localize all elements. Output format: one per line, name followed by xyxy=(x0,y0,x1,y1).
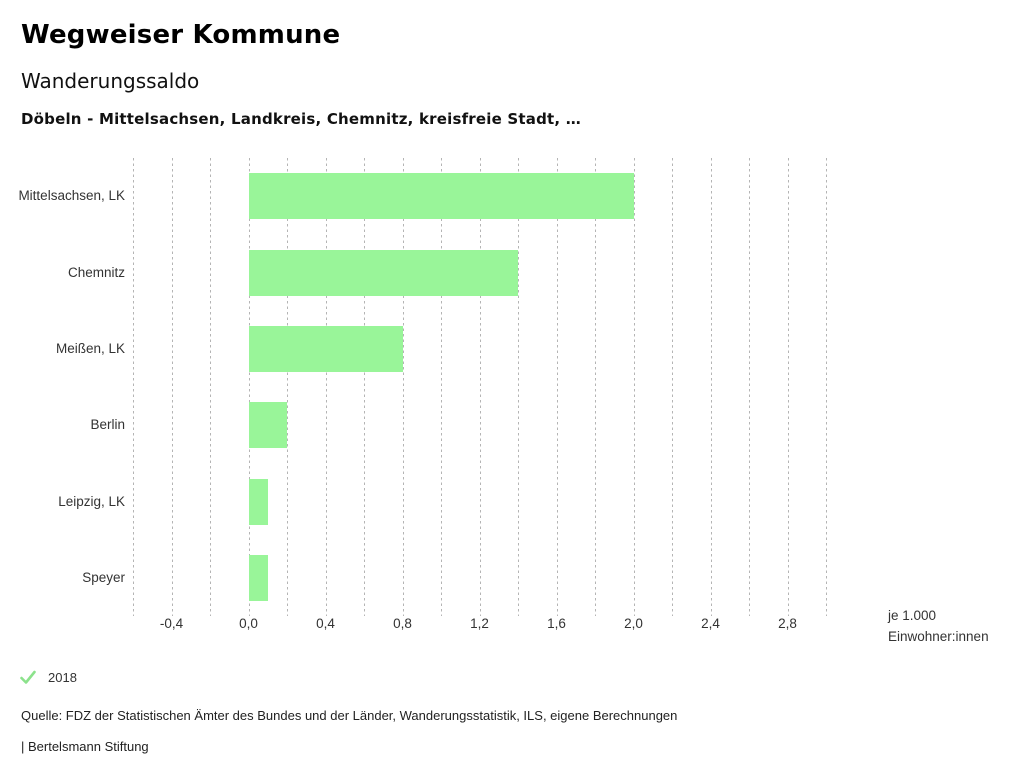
check-icon xyxy=(20,670,36,684)
gridline xyxy=(210,158,211,616)
bar-speyer[interactable] xyxy=(248,554,268,601)
x-axis-unit-line1: je 1.000 xyxy=(888,608,937,623)
source-note: Quelle: FDZ der Statistischen Ämter des … xyxy=(21,708,678,723)
bar-mei-en-lk[interactable] xyxy=(248,325,403,372)
category-label: Meißen, LK xyxy=(55,340,125,356)
gridline xyxy=(287,158,288,616)
chart-title: Wanderungssaldo xyxy=(21,69,200,93)
gridline xyxy=(325,158,327,616)
gridline xyxy=(518,158,519,616)
legend-label: 2018 xyxy=(48,669,77,685)
gridline xyxy=(672,158,673,616)
gridline xyxy=(364,158,365,616)
gridline xyxy=(749,158,750,616)
x-tick-label: 2,8 xyxy=(778,616,797,631)
gridline xyxy=(595,158,596,616)
category-label: Leipzig, LK xyxy=(58,493,125,509)
header: Wegweiser Kommune Wanderungssaldo Döbeln… xyxy=(21,20,1001,128)
category-label: Mittelsachsen, LK xyxy=(18,188,125,204)
gridline xyxy=(710,158,712,616)
gridline xyxy=(441,158,442,616)
bar-chemnitz[interactable] xyxy=(248,249,518,296)
category-label: Speyer xyxy=(82,569,125,585)
gridline xyxy=(787,158,789,616)
gridline xyxy=(633,158,635,616)
legend-item-2018[interactable]: 2018 xyxy=(20,669,77,685)
gridline xyxy=(171,158,173,616)
x-tick-label: 0,0 xyxy=(239,616,258,631)
bar-berlin[interactable] xyxy=(248,402,287,449)
plot-area xyxy=(133,158,827,616)
category-label: Chemnitz xyxy=(67,264,125,280)
gridline xyxy=(826,158,827,616)
x-tick-label: 0,4 xyxy=(316,616,335,631)
x-axis-unit-label: je 1.000 Einwohner:innen xyxy=(888,605,989,647)
footer-brand: | Bertelsmann Stiftung xyxy=(21,739,149,754)
x-tick-label: 0,8 xyxy=(393,616,412,631)
x-tick-label: 2,4 xyxy=(701,616,720,631)
chart-context-line: Döbeln - Mittelsachsen, Landkreis, Chemn… xyxy=(21,110,581,128)
gridline xyxy=(556,158,558,616)
bar-leipzig-lk[interactable] xyxy=(248,478,268,525)
gridline xyxy=(248,158,250,616)
gridline xyxy=(133,158,134,616)
x-tick-label: -0,4 xyxy=(159,616,184,631)
page-title: Wegweiser Kommune xyxy=(21,20,341,50)
gridline xyxy=(479,158,481,616)
bar-mittelsachsen-lk[interactable] xyxy=(248,173,634,220)
x-tick-label: 1,2 xyxy=(470,616,489,631)
gridline xyxy=(402,158,404,616)
x-tick-label: 1,6 xyxy=(547,616,566,631)
category-label: Berlin xyxy=(90,417,125,433)
x-axis-unit-line2: Einwohner:innen xyxy=(888,629,989,644)
x-tick-label: 2,0 xyxy=(624,616,643,631)
